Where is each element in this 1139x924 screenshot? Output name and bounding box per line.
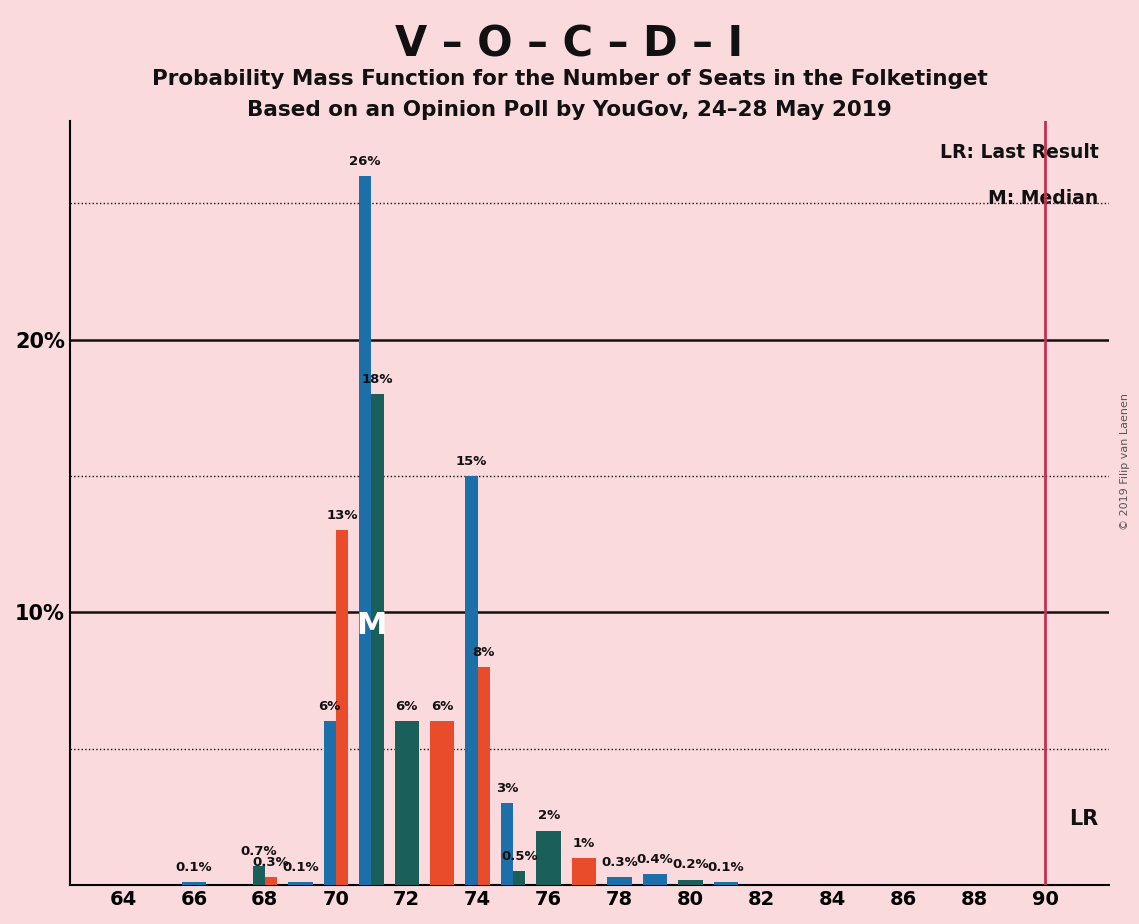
Bar — [478, 667, 490, 885]
Text: 2%: 2% — [538, 809, 559, 822]
Bar — [607, 877, 632, 885]
Bar — [714, 882, 738, 885]
Text: 18%: 18% — [362, 373, 393, 386]
Text: 0.5%: 0.5% — [501, 850, 538, 863]
Text: M: Median: M: Median — [989, 189, 1098, 209]
Text: 0.3%: 0.3% — [253, 856, 289, 869]
Text: 0.4%: 0.4% — [637, 853, 673, 866]
Text: 8%: 8% — [473, 646, 495, 659]
Bar — [679, 880, 703, 885]
Bar — [265, 877, 277, 885]
Text: V – O – C – D – I: V – O – C – D – I — [395, 23, 744, 65]
Text: 3%: 3% — [495, 782, 518, 796]
Text: © 2019 Filip van Laenen: © 2019 Filip van Laenen — [1121, 394, 1130, 530]
Text: 0.1%: 0.1% — [707, 861, 745, 874]
Text: 6%: 6% — [431, 700, 453, 713]
Text: 15%: 15% — [456, 455, 487, 468]
Text: 6%: 6% — [319, 700, 341, 713]
Bar — [536, 831, 560, 885]
Text: 26%: 26% — [350, 154, 380, 167]
Text: 0.2%: 0.2% — [672, 858, 708, 871]
Text: LR: Last Result: LR: Last Result — [940, 143, 1098, 162]
Text: 6%: 6% — [395, 700, 418, 713]
Text: LR: LR — [1070, 808, 1098, 829]
Bar — [514, 871, 525, 885]
Bar — [394, 722, 419, 885]
Bar — [572, 857, 597, 885]
Bar — [253, 866, 264, 885]
Text: Probability Mass Function for the Number of Seats in the Folketinget: Probability Mass Function for the Number… — [151, 69, 988, 90]
Bar — [182, 882, 206, 885]
Text: 0.1%: 0.1% — [282, 861, 319, 874]
Bar — [431, 722, 454, 885]
Text: 0.7%: 0.7% — [240, 845, 277, 857]
Bar — [371, 394, 384, 885]
Bar — [466, 476, 477, 885]
Text: 1%: 1% — [573, 836, 596, 850]
Text: Based on an Opinion Poll by YouGov, 24–28 May 2019: Based on an Opinion Poll by YouGov, 24–2… — [247, 100, 892, 120]
Text: M: M — [357, 612, 386, 640]
Bar — [336, 530, 349, 885]
Bar — [323, 722, 336, 885]
Bar — [288, 882, 312, 885]
Text: 13%: 13% — [326, 509, 358, 522]
Bar — [359, 176, 371, 885]
Bar — [501, 803, 513, 885]
Bar — [642, 874, 667, 885]
Text: 0.3%: 0.3% — [601, 856, 638, 869]
Text: 0.1%: 0.1% — [175, 861, 212, 874]
